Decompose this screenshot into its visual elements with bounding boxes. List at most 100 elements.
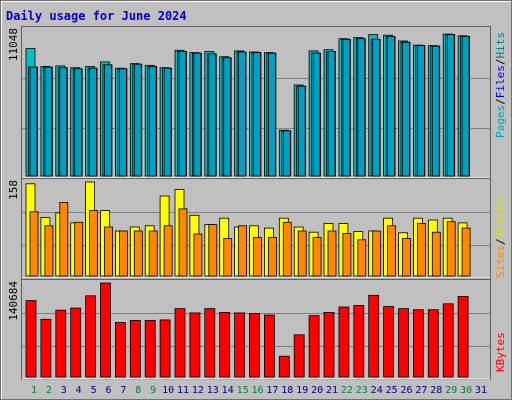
- pages-bar: [253, 52, 261, 177]
- day-label: 24: [371, 385, 383, 396]
- sites-bar: [402, 238, 411, 277]
- kbytes-bar: [442, 303, 454, 378]
- kbytes-bar: [427, 309, 439, 378]
- kbytes-bar: [323, 311, 335, 378]
- day-label: 31: [475, 385, 487, 396]
- pages-bar: [44, 66, 53, 177]
- kbytes-bar: [368, 294, 380, 378]
- sites-bar: [119, 230, 128, 277]
- day-label: 25: [386, 385, 398, 396]
- kbytes-bar: [55, 309, 67, 378]
- sites-bar: [89, 210, 98, 277]
- pages-bar: [223, 57, 232, 177]
- sites-bar: [446, 221, 456, 277]
- day-label: 9: [150, 385, 156, 396]
- day-label: 16: [251, 385, 263, 396]
- pages-bar: [312, 52, 321, 177]
- sites-bar: [282, 221, 292, 277]
- sites-bar: [267, 237, 277, 277]
- day-label: 4: [76, 385, 82, 396]
- bars-layer: [25, 33, 471, 378]
- pages-bar: [59, 67, 68, 177]
- kbytes-bar: [40, 318, 52, 378]
- sites-bar: [59, 201, 69, 277]
- day-label: 3: [61, 385, 67, 396]
- pages-bar: [148, 66, 157, 177]
- pages-bar: [446, 34, 455, 177]
- sites-bar: [387, 225, 397, 277]
- pages-bar: [104, 64, 112, 177]
- sites-bar: [342, 232, 352, 277]
- pages-bar: [461, 36, 470, 177]
- sites-bar: [133, 230, 143, 277]
- day-label: 29: [445, 385, 457, 396]
- day-label: 27: [415, 385, 427, 396]
- sites-bar: [44, 225, 54, 277]
- day-label: 18: [281, 385, 293, 396]
- sites-bar: [312, 237, 322, 277]
- sites-bar: [178, 208, 188, 277]
- pages-bar: [342, 38, 351, 177]
- chart-title: Daily usage for June 2024: [6, 9, 187, 23]
- pages-bar: [119, 68, 127, 177]
- day-label: 11: [177, 385, 189, 396]
- kbytes-bar: [129, 319, 141, 378]
- day-label: 2: [46, 385, 52, 396]
- kbytes-bar: [159, 319, 171, 378]
- kbytes-bar: [398, 308, 409, 378]
- visits-ytick-label: 158: [7, 180, 20, 200]
- pages-bar: [29, 66, 38, 177]
- sites-bar: [416, 223, 426, 277]
- sites-bar: [327, 230, 337, 277]
- day-label: 20: [311, 385, 323, 396]
- pages-bar: [238, 51, 247, 177]
- sites-bar: [148, 230, 158, 277]
- kbytes-bar: [189, 312, 201, 378]
- pages-bar: [133, 63, 142, 177]
- day-label: 26: [400, 385, 412, 396]
- kbytes-bar: [174, 308, 186, 378]
- pages-bar: [402, 41, 410, 177]
- day-label: 28: [430, 385, 442, 396]
- legend-visits: Visits: [494, 199, 507, 239]
- pages-bar: [74, 68, 83, 177]
- visits-legend: Sites/Visits: [494, 199, 507, 279]
- sites-bar: [223, 238, 233, 277]
- day-label: 21: [326, 385, 338, 396]
- kbytes-bar: [144, 319, 156, 378]
- kbytes-bar: [85, 295, 96, 378]
- sites-bar: [357, 239, 367, 277]
- kbytes-bar: [338, 306, 350, 378]
- legend-separator: /: [494, 59, 507, 66]
- pages-bar: [327, 51, 336, 177]
- day-label: 22: [341, 385, 353, 396]
- legend-separator: /: [494, 98, 507, 105]
- sites-bar: [208, 224, 218, 277]
- kbytes-bar: [278, 355, 290, 378]
- hits-legend: Pages/Files/Hits: [494, 32, 507, 138]
- pages-bar: [89, 67, 97, 177]
- legend-pages: Pages: [494, 105, 507, 138]
- kbytes-bar: [204, 308, 216, 378]
- kbytes-bar: [308, 315, 320, 378]
- pages-bar: [178, 51, 187, 177]
- x-axis-day-labels: 1 2 3 4 5 6 7 8 9 10 11 12 13 14 15 16 17 18 19 20 21 22 23 24 2…: [31, 385, 487, 396]
- pages-bar: [357, 38, 366, 177]
- sites-bar: [104, 226, 113, 277]
- sites-bar: [29, 211, 39, 277]
- kbytes-bar: [293, 334, 305, 378]
- kbytes-bar: [234, 312, 246, 378]
- kbytes-bar: [353, 304, 365, 378]
- sites-bar: [372, 230, 382, 277]
- kbytes-ytick-label: 140684: [7, 281, 20, 321]
- day-label: 7: [120, 385, 126, 396]
- sites-bar: [253, 237, 262, 277]
- kbytes-bar: [263, 314, 275, 378]
- day-label: 1: [31, 385, 37, 396]
- kbytes-bar: [412, 309, 424, 378]
- pages-bar: [208, 53, 217, 177]
- day-label: 8: [135, 385, 141, 396]
- sites-bar: [193, 233, 203, 277]
- sites-bar: [163, 225, 173, 277]
